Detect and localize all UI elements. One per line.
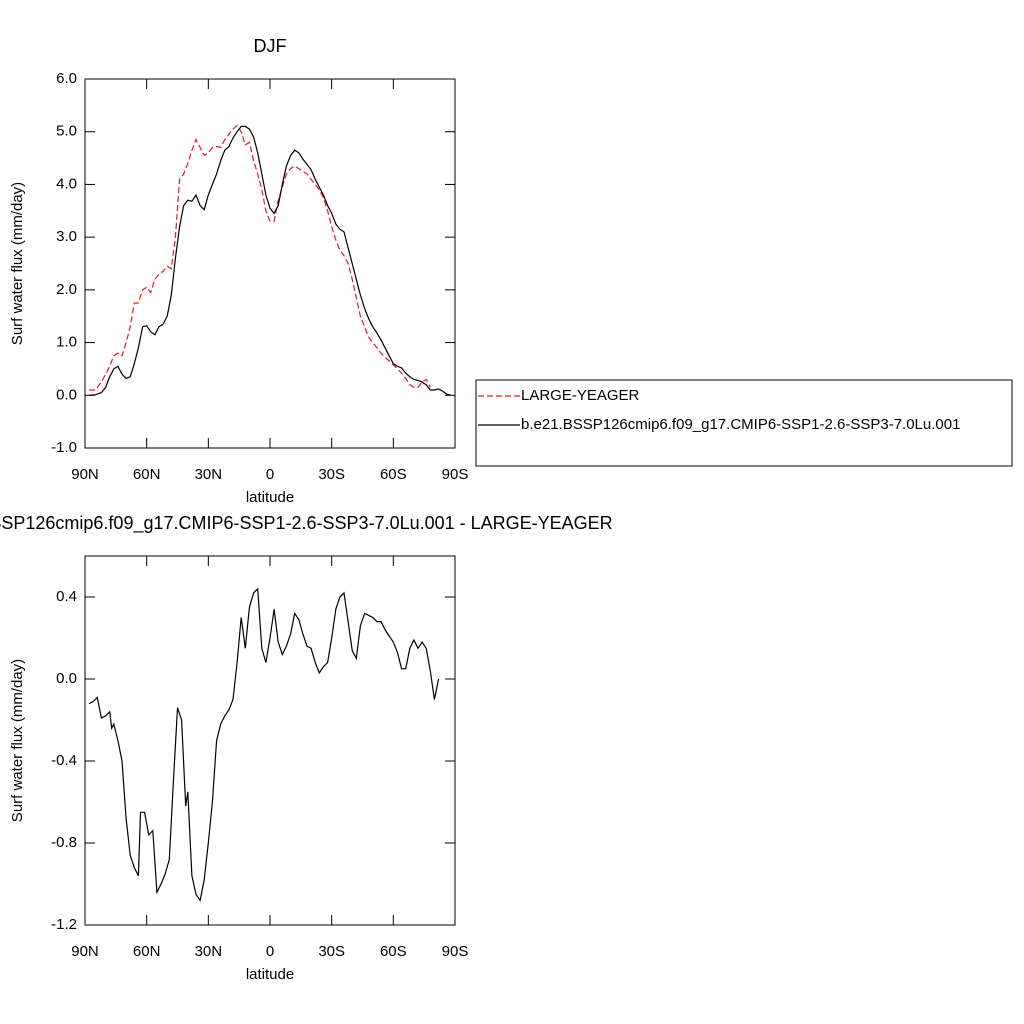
data-line [88, 587, 440, 902]
y-tick-label: 0.0 [56, 670, 77, 687]
y-tick-label: -0.4 [51, 752, 77, 769]
x-tick-label: 30S [318, 943, 345, 960]
x-tick-label: 90N [71, 943, 99, 960]
x-tick-label: 60S [380, 466, 407, 483]
x-tick-label: 30N [195, 466, 223, 483]
plot-frame [84, 78, 456, 449]
x-axis-label: latitude [246, 489, 294, 506]
x-tick-label: 60N [133, 943, 161, 960]
y-tick-label: -0.8 [51, 834, 77, 851]
y-tick-label: 0.0 [56, 386, 77, 403]
y-tick-label: 1.0 [56, 334, 77, 351]
x-tick-label: 0 [266, 943, 274, 960]
data-line [89, 125, 452, 396]
y-tick-label: 2.0 [56, 281, 77, 298]
y-axis-label: Surf water flux (mm/day) [9, 182, 26, 345]
y-tick-label: 5.0 [56, 123, 77, 140]
x-tick-label: 90S [442, 466, 469, 483]
x-axis-label: latitude [246, 966, 294, 983]
x-tick-label: 90N [71, 466, 99, 483]
y-axis-label: Surf water flux (mm/day) [9, 659, 26, 822]
x-tick-label: 30N [195, 943, 223, 960]
y-tick-label: 3.0 [56, 228, 77, 245]
legend-label: LARGE-YEAGER [521, 387, 640, 404]
chart-title: DJF [254, 36, 287, 56]
legend-box [475, 379, 1013, 467]
y-tick-label: 0.4 [56, 588, 77, 605]
x-tick-label: 0 [266, 466, 274, 483]
y-tick-label: 4.0 [56, 175, 77, 192]
chart-title: b.e21.BSSP126cmip6.f09_g17.CMIP6-SSP1-2.… [0, 513, 613, 534]
legend-label: b.e21.BSSP126cmip6.f09_g17.CMIP6-SSP1-2.… [521, 416, 960, 433]
y-tick-label: -1.0 [51, 439, 77, 456]
x-tick-label: 60N [133, 466, 161, 483]
plot-frame [84, 555, 456, 926]
x-tick-label: 90S [442, 943, 469, 960]
y-tick-label: 6.0 [56, 70, 77, 87]
x-tick-label: 30S [318, 466, 345, 483]
y-tick-label: -1.2 [51, 916, 77, 933]
data-line [89, 124, 431, 391]
x-tick-label: 60S [380, 943, 407, 960]
